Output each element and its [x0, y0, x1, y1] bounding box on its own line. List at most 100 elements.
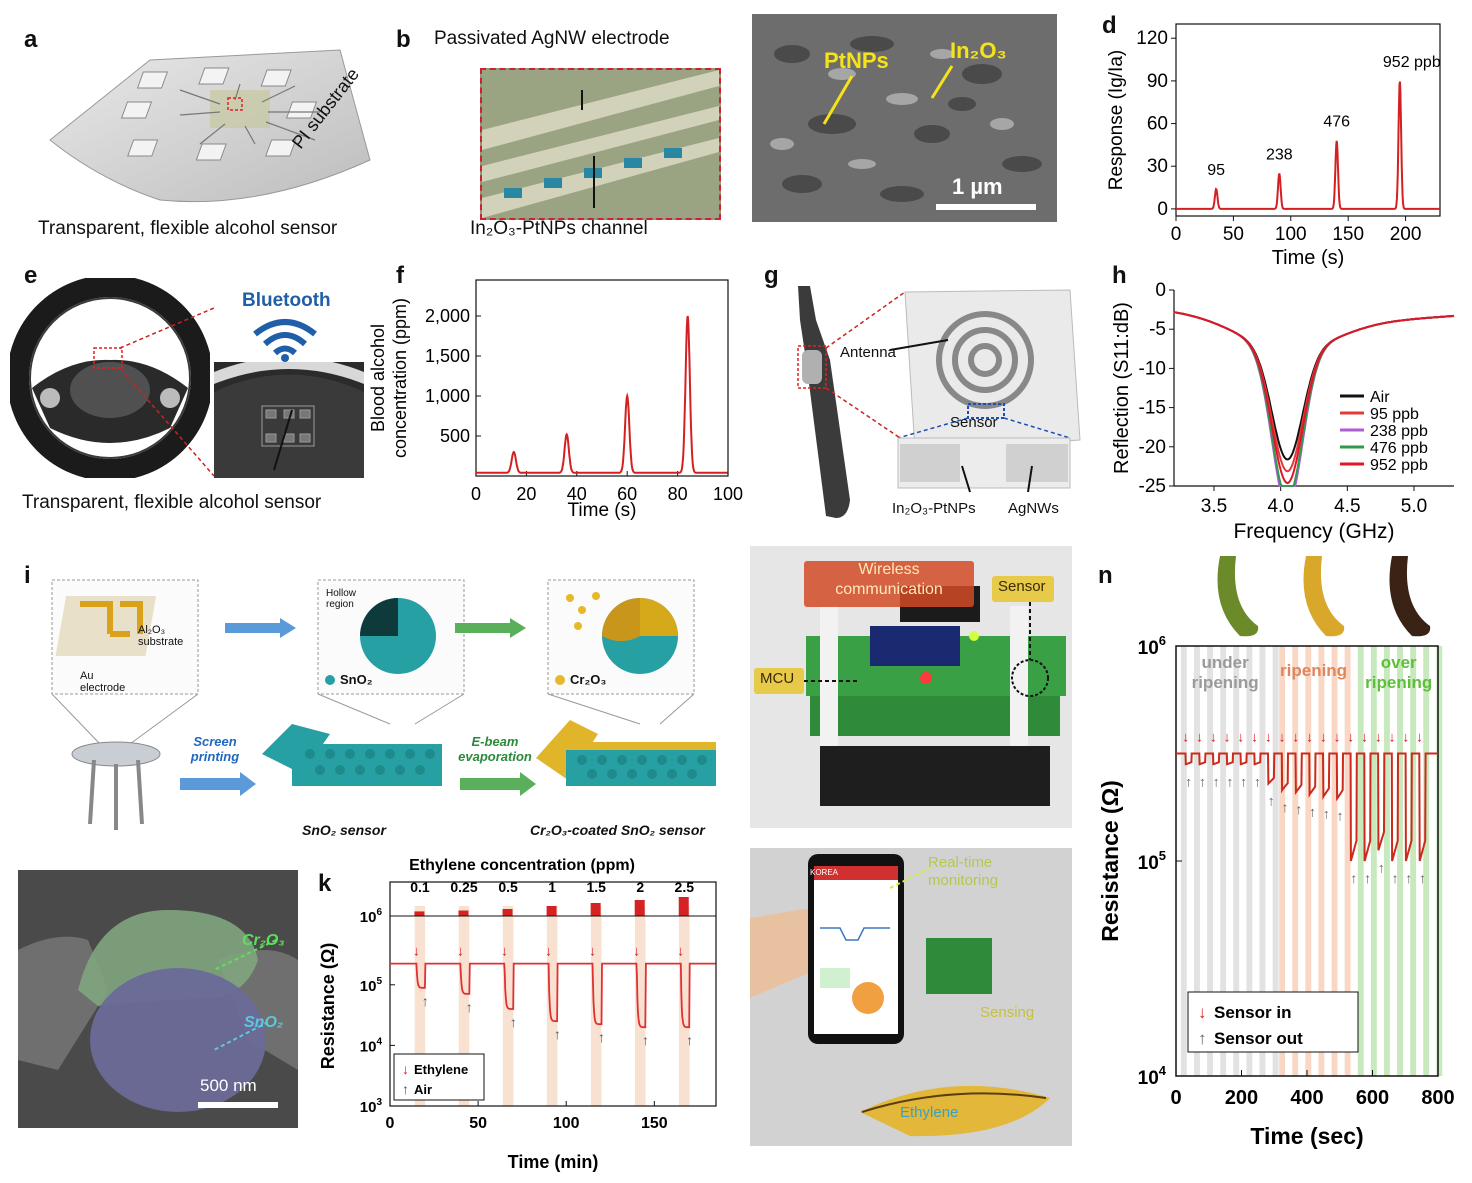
- sensor-out-arrow-n: ↑: [1295, 801, 1302, 817]
- pulse-band: [678, 906, 690, 1106]
- x-tick-label-h: 5.0: [1401, 496, 1427, 517]
- panel-a-caption: Transparent, flexible alcohol sensor: [38, 218, 338, 239]
- sensor-out-arrow-n: ↑: [1199, 773, 1206, 789]
- scale-bar-j-label: 500 nm: [200, 1076, 257, 1095]
- ebeam-label: E-beam evaporation: [458, 734, 532, 764]
- conc-label: 0.1: [410, 879, 430, 895]
- sensor-out-arrow: ↑: [686, 1032, 693, 1048]
- sensor-in-arrow-n: ↓: [1361, 729, 1368, 745]
- panel-a-illustration: PI substrate: [40, 40, 380, 220]
- al2o3-substrate-label: Al₂O₃ substrate: [138, 624, 184, 648]
- y-tick-label-h: -25: [1139, 476, 1166, 497]
- wearable-illustration: Antenna Sensor In₂O₃-PtNPs AgNWs: [770, 280, 1100, 530]
- k-title: Ethylene concentration (ppm): [409, 857, 635, 874]
- sensor-in-arrow-n: ↓: [1237, 729, 1244, 745]
- region-stripe: [1220, 646, 1227, 1076]
- x-tick-label-f: 40: [567, 484, 587, 504]
- bluetooth-label: Bluetooth: [242, 290, 331, 311]
- smartphone-photo: KOREA Real-time monitoring Sensing Ethyl…: [750, 848, 1072, 1146]
- y-tick-label-k: 105: [360, 976, 383, 995]
- panel-label-h: h: [1112, 262, 1127, 289]
- y-axis-label-f-2: concentration (ppm): [390, 298, 410, 458]
- sensor-in-arrow-n: ↓: [1402, 729, 1409, 745]
- x-tick-label-h: 3.5: [1201, 496, 1227, 517]
- legend-box-k: [393, 1053, 485, 1101]
- x-tick-label-k: 50: [469, 1115, 487, 1132]
- legend-arrow-k-2: ↑: [402, 1081, 409, 1097]
- sensor-out-arrow-n: ↑: [1227, 773, 1234, 789]
- region-stripe: [1305, 646, 1312, 1076]
- panel-label-b: b: [396, 26, 411, 53]
- sensor-out-arrow-n: ↑: [1378, 859, 1385, 875]
- region-stripe: [1397, 646, 1403, 1076]
- region-stripe: [1344, 646, 1351, 1076]
- plot-frame-d: [1175, 23, 1441, 217]
- chart-f: 0 20 40 60 80 100 500 1,000 1,500 2,000 Time (s) Bl…: [368, 279, 743, 521]
- legend-label-n-2: Sensor out: [1214, 1029, 1303, 1048]
- x-tick-label-k: 100: [553, 1115, 580, 1132]
- sensor-in-arrow-n: ↓: [1347, 729, 1354, 745]
- sno2-sensor-label: SnO₂ sensor: [302, 822, 386, 838]
- chart-k: Ethylene concentration (ppm) 0.1 0.25 0.5 1 1…: [318, 857, 717, 1172]
- ptnps-label: PtNPs: [824, 48, 889, 73]
- sensor-label-l: Sensor: [998, 578, 1046, 595]
- panel-label-d: d: [1102, 12, 1117, 39]
- conc-bar: [502, 909, 513, 916]
- y-tick-label-h: -15: [1139, 398, 1166, 419]
- sem-image-core-shell: Cr₂O₃ SnO₂ 500 nm: [18, 870, 298, 1128]
- scale-bar-c-label: 1 µm: [952, 174, 1003, 199]
- y-tick-label-d: 0: [1157, 199, 1168, 220]
- legend-arrow-k-1: ↓: [402, 1061, 409, 1077]
- x-tick-label-f: 20: [516, 484, 536, 504]
- panel-label-e: e: [24, 262, 38, 289]
- sensor-out-arrow-n: ↑: [1419, 870, 1426, 886]
- y-tick-label-d: 120: [1136, 28, 1168, 49]
- sensor-out-arrow: ↑: [466, 999, 473, 1015]
- sensor-in-arrow-n: ↓: [1210, 729, 1217, 745]
- sensor-in-arrow: ↓: [589, 943, 596, 959]
- chart-d: 0 50 100 150 200 0 30 60 90 120 95 238 476 952 ppb Tim…: [1106, 23, 1441, 269]
- region-stripe: [1436, 646, 1443, 1076]
- sensor-out-arrow-n: ↑: [1282, 799, 1289, 815]
- x-tick-label-h: 4.5: [1334, 496, 1360, 517]
- conc-bar: [678, 897, 689, 916]
- x-tick-label-d: 100: [1275, 224, 1307, 245]
- cr2o3-label-j: Cr₂O₃: [242, 932, 285, 949]
- region-stripe: [1180, 646, 1187, 1076]
- response-line: [1176, 81, 1440, 210]
- conc-label: 0.25: [450, 879, 477, 895]
- sensor-in-arrow-n: ↓: [1224, 729, 1231, 745]
- resistance-line-n: [1176, 752, 1438, 862]
- steering-wheel-photo: [10, 278, 210, 478]
- conc-bar: [634, 900, 645, 916]
- region-stripe: [1207, 646, 1214, 1076]
- plot-frame-f: [475, 279, 729, 477]
- conc-label: 2.5: [675, 879, 695, 895]
- sensor-in-arrow-n: ↓: [1279, 729, 1286, 745]
- fabrication-schematic: Au electrode Al₂O₃ substrate Hollow regi…: [30, 574, 740, 854]
- conc-label: 1: [548, 879, 556, 895]
- sensing-label: Sensing: [980, 1004, 1035, 1021]
- conc-label: 1.5: [586, 879, 606, 895]
- x-tick-label-n: 600: [1356, 1087, 1389, 1109]
- legend-arrow-n-2: ↑: [1198, 1029, 1207, 1048]
- x-tick-label-f: 100: [713, 484, 743, 504]
- sno2-legend: SnO₂: [340, 672, 373, 687]
- region-stripe: [1318, 646, 1325, 1076]
- panel-label-g: g: [764, 262, 779, 289]
- panel-label-a: a: [24, 26, 38, 53]
- x-tick-label-n: 0: [1170, 1087, 1181, 1109]
- banana-icon: [1217, 556, 1259, 637]
- y-tick-label-h: -10: [1139, 358, 1166, 379]
- y-tick-label-h: -5: [1149, 319, 1166, 340]
- electrode-pads: [120, 67, 318, 161]
- zoom-lines-e: [119, 307, 293, 477]
- panel-e-caption: Transparent, flexible alcohol sensor: [22, 492, 322, 513]
- sensor-out-arrow-n: ↑: [1213, 773, 1220, 789]
- sensor-out-arrow-n: ↑: [1405, 870, 1412, 886]
- cr2o3-legend: Cr₂O₃: [570, 672, 607, 687]
- region-label: ripening: [1365, 673, 1432, 692]
- banana-icon: [1389, 556, 1431, 637]
